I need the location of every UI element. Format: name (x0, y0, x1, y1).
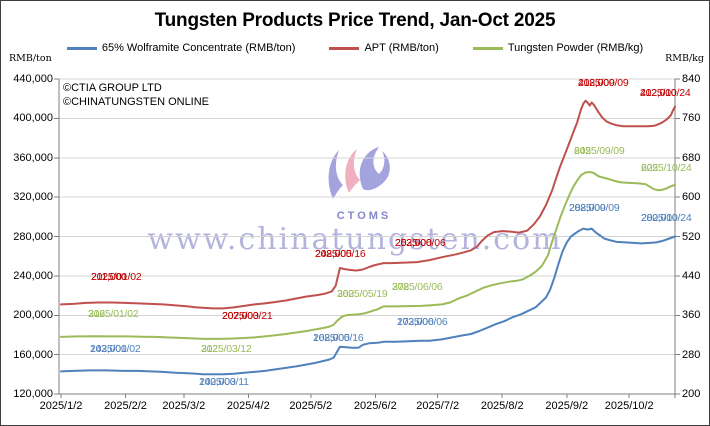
x-axis-tick-label: 2025/2/2 (104, 400, 147, 412)
x-axis-tick-label: 2025/8/2 (480, 400, 524, 412)
legend-item-powder: Tungsten Powder (RMB/kg) (472, 42, 644, 54)
legend-item-apt: APT (RMB/ton) (329, 42, 439, 54)
legend-label-powder: Tungsten Powder (RMB/kg) (507, 42, 644, 54)
annotation-value: 316 (88, 308, 105, 320)
annotation-date: 2025/01/02 (91, 271, 142, 283)
annotation-date: 2025/05/19 (337, 288, 388, 300)
annotation-value: 418,000 (578, 77, 615, 89)
annotation-value: 168,000 (313, 332, 350, 344)
watermark-logo-text: CTOMS (336, 210, 392, 222)
annotation-date: 2025/10/24 (641, 162, 692, 174)
right-axis-tick-label: 760 (682, 112, 701, 125)
annotation-value: 253,000 (395, 237, 432, 249)
series-line-apt (60, 99, 676, 310)
annotation-date: 2025/10/24 (640, 87, 691, 99)
left-axis-tick-label: 400,000 (13, 112, 53, 125)
legend-line-swatch-apt (329, 46, 360, 50)
annotation-date: 2025/10/24 (641, 212, 692, 224)
annotation-value: 312 (201, 343, 218, 355)
legend: 65% Wolframite Concentrate (RMB/ton) APT… (1, 42, 709, 54)
series-line-powder (60, 171, 676, 340)
right-axis-tick-label: 680 (682, 151, 701, 164)
annotation-date: 2025/09/09 (569, 202, 620, 214)
left-axis-tick-label: 280,000 (13, 230, 53, 243)
left-axis-tick-label: 160,000 (13, 348, 53, 361)
right-axis-tick-label: 280 (682, 348, 701, 361)
annotation-date: 2025/03/12 (201, 343, 252, 355)
x-axis-tick-label: 2025/10/2 (604, 400, 654, 412)
left-axis-tick-label: 360,000 (13, 151, 53, 164)
right-axis-tick-label: 360 (682, 309, 701, 322)
copyright-line-2: ©CHINATUNGSTEN ONLINE (63, 96, 210, 108)
annotation-date: 2025/06/06 (395, 237, 446, 249)
right-axis-tick-label: 440 (682, 269, 701, 282)
annotation-date: 2025/09/09 (578, 77, 629, 89)
annotation-date: 2025/06/06 (397, 316, 448, 328)
right-axis-tick-label: 520 (682, 230, 701, 243)
annotation-value: 143,000 (90, 343, 127, 355)
annotation-value: 140,000 (199, 376, 236, 388)
x-axis-tick-label: 2025/1/2 (39, 400, 83, 412)
annotation-value: 211,000 (91, 271, 127, 283)
x-axis-tick-label: 2025/6/2 (353, 400, 397, 412)
annotation-date: 2025/03/11 (199, 376, 249, 388)
annotation-value: 173,000 (397, 316, 434, 328)
x-axis-tick-label: 2025/7/2 (416, 400, 460, 412)
annotation-date: 2025/09/09 (574, 145, 625, 157)
annotation-value: 288,000 (569, 202, 606, 214)
annotation-value: 625 (641, 162, 658, 174)
x-axis-tick-label: 2025/4/2 (226, 400, 270, 412)
annotation-value: 280,000 (641, 212, 678, 224)
annotation-date: 2025/05/16 (315, 248, 366, 260)
x-axis-tick-label: 2025/3/2 (162, 400, 206, 412)
right-axis-unit-label: RMB/kg (665, 53, 704, 64)
annotation-date: 2025/03/21 (222, 310, 273, 322)
left-axis-tick-label: 440,000 (13, 73, 53, 85)
left-axis-tick-label: 240,000 (13, 269, 53, 282)
annotation-date: 2025/06/06 (392, 281, 443, 293)
copyright-line-1: ©CTIA GROUP LTD (63, 82, 162, 94)
x-axis-tick-label: 2025/9/2 (545, 400, 589, 412)
left-axis-tick-label: 200,000 (13, 309, 53, 322)
annotation-value: 360 (337, 288, 354, 300)
annotation-value: 207,000 (222, 310, 259, 322)
annotation-value: 248,000 (315, 248, 352, 260)
legend-item-wolframite: 65% Wolframite Concentrate (RMB/ton) (66, 42, 296, 54)
legend-label-apt: APT (RMB/ton) (364, 42, 439, 54)
left-axis-unit-label: RMB/ton (9, 53, 52, 64)
annotation-date: 2025/01/02 (90, 343, 141, 355)
annotation-date: 2025/01/02 (88, 308, 139, 320)
annotation-value: 412,000 (640, 87, 677, 99)
left-axis-tick-label: 120,000 (13, 388, 53, 400)
x-axis-tick-label: 2025/5/2 (289, 400, 333, 412)
chart-title: Tungsten Products Price Trend, Jan-Oct 2… (154, 10, 556, 31)
annotation-value: 378 (392, 281, 409, 293)
right-axis-tick-label: 840 (682, 73, 701, 85)
annotation-value: 645 (574, 145, 591, 157)
copyright-block: ©CTIA GROUP LTD ©CHINATUNGSTEN ONLINE (63, 81, 209, 109)
legend-label-wolframite: 65% Wolframite Concentrate (RMB/ton) (101, 42, 296, 54)
legend-line-swatch-wolframite (66, 46, 97, 50)
series-line-wolframite (60, 227, 676, 376)
watermark-url: www.chinatungsten.com (147, 222, 563, 257)
right-axis-tick-label: 600 (682, 191, 701, 204)
legend-line-swatch-powder (472, 46, 503, 50)
annotation-date: 2025/05/16 (313, 332, 364, 344)
right-axis-tick-label: 200 (682, 388, 701, 400)
left-axis-tick-label: 320,000 (13, 191, 53, 204)
